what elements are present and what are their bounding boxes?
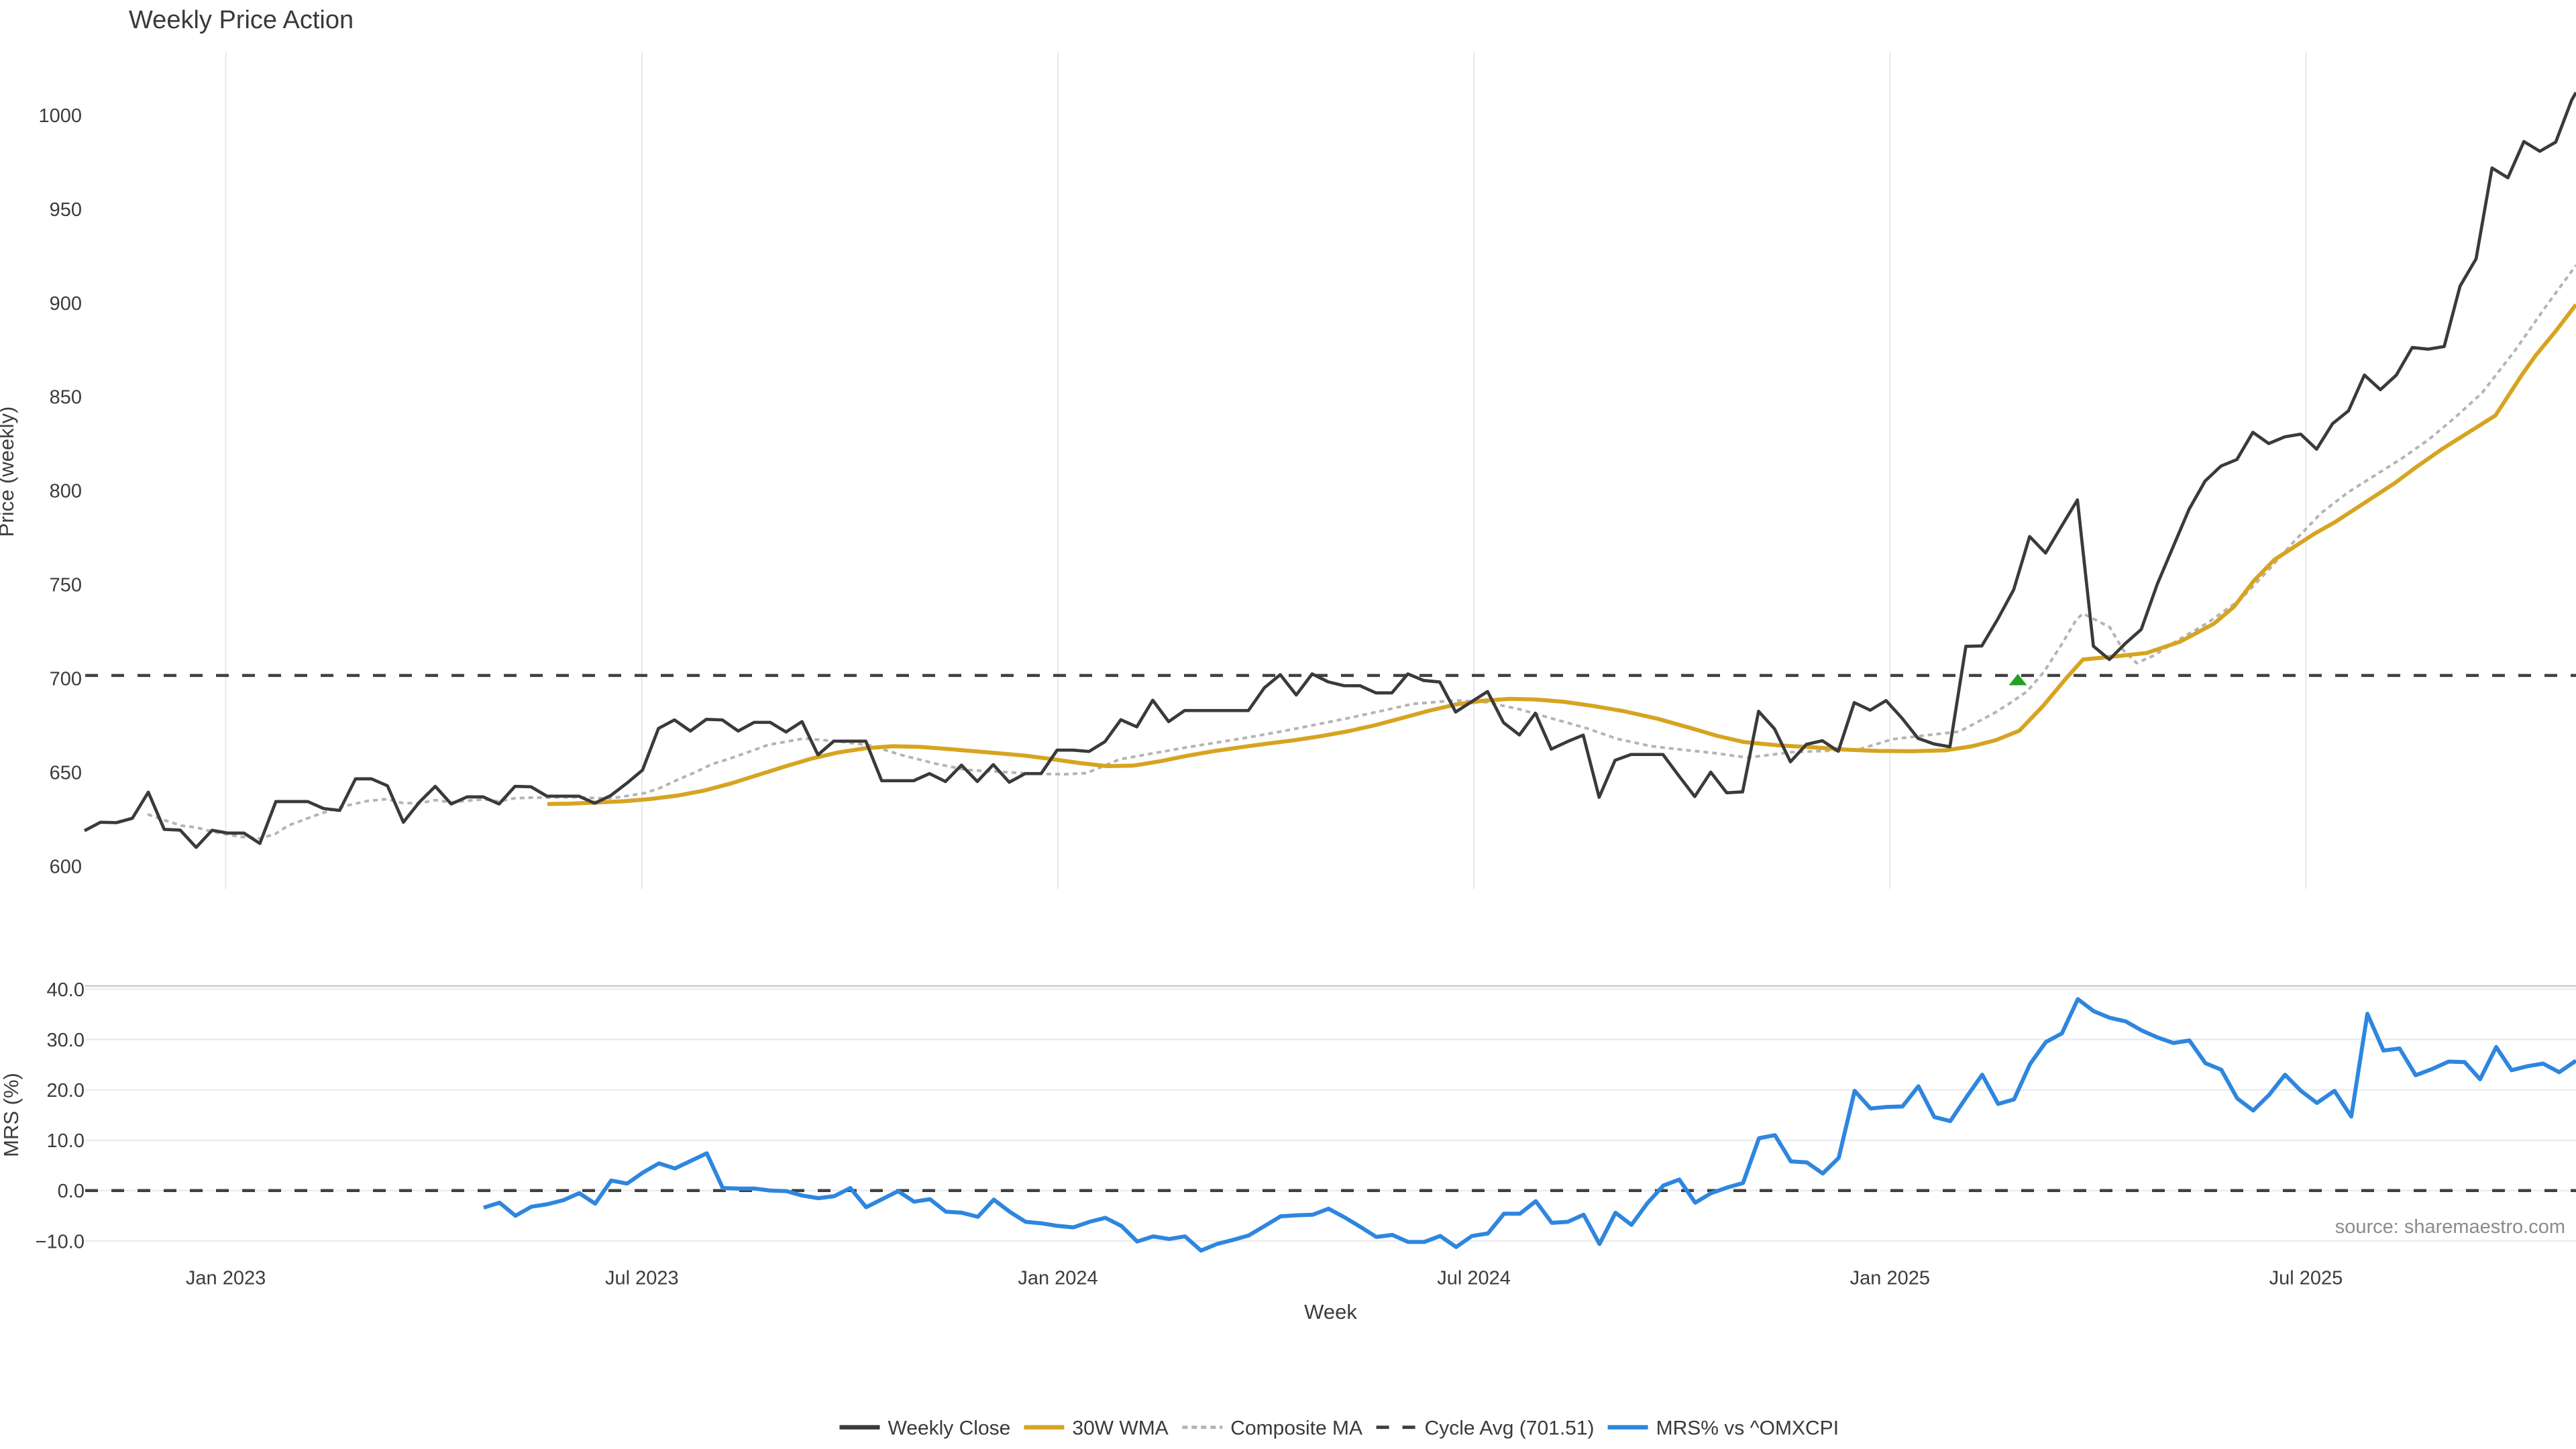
svg-text:800: 800 <box>50 481 82 502</box>
svg-text:700: 700 <box>50 669 82 690</box>
svg-text:Jan 2023: Jan 2023 <box>186 1268 266 1289</box>
svg-text:1000: 1000 <box>38 105 82 127</box>
svg-text:Jan 2025: Jan 2025 <box>1850 1268 1930 1289</box>
svg-text:0.0: 0.0 <box>58 1181 85 1202</box>
svg-text:−10.0: −10.0 <box>36 1231 85 1252</box>
svg-text:Week: Week <box>1304 1300 1357 1324</box>
svg-text:Weekly Close: Weekly Close <box>888 1417 1011 1440</box>
svg-text:Jul 2025: Jul 2025 <box>2269 1268 2343 1289</box>
svg-text:900: 900 <box>50 293 82 315</box>
svg-text:950: 950 <box>50 199 82 221</box>
svg-text:Cycle Avg (701.51): Cycle Avg (701.51) <box>1425 1417 1595 1440</box>
svg-text:20.0: 20.0 <box>47 1080 85 1102</box>
svg-text:850: 850 <box>50 387 82 409</box>
svg-text:10.0: 10.0 <box>47 1130 85 1152</box>
svg-text:MRS (%): MRS (%) <box>0 1073 23 1157</box>
svg-text:Jul 2023: Jul 2023 <box>605 1268 679 1289</box>
svg-text:Composite MA: Composite MA <box>1230 1417 1362 1440</box>
svg-text:40.0: 40.0 <box>47 979 85 1001</box>
svg-text:MRS% vs ^OMXCPI: MRS% vs ^OMXCPI <box>1656 1417 1839 1440</box>
svg-text:Weekly Price Action: Weekly Price Action <box>129 6 354 34</box>
svg-text:Jan 2024: Jan 2024 <box>1018 1268 1097 1289</box>
svg-text:650: 650 <box>50 762 82 784</box>
svg-text:Price (weekly): Price (weekly) <box>0 407 18 537</box>
svg-text:Jul 2024: Jul 2024 <box>1437 1268 1511 1289</box>
svg-text:30.0: 30.0 <box>47 1030 85 1051</box>
svg-text:600: 600 <box>50 856 82 877</box>
svg-text:750: 750 <box>50 575 82 596</box>
svg-text:source: sharemaestro.com: source: sharemaestro.com <box>2335 1216 2565 1238</box>
svg-text:30W WMA: 30W WMA <box>1072 1417 1168 1440</box>
